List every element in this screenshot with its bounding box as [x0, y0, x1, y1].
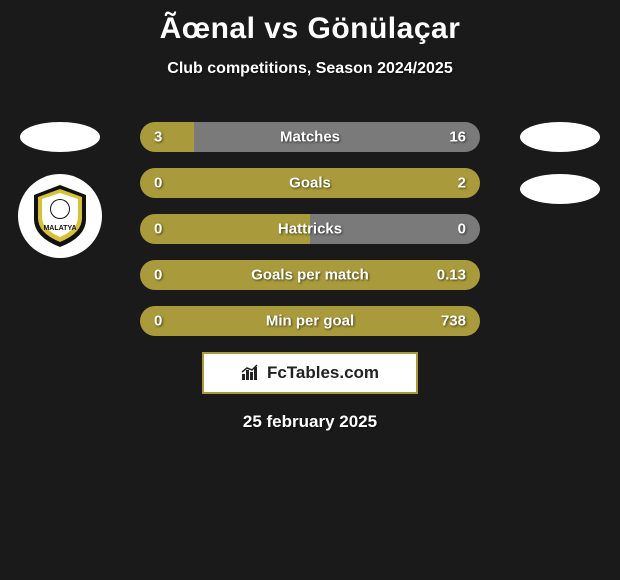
- subtitle: Club competitions, Season 2024/2025: [0, 60, 620, 78]
- stat-right-value: 0.13: [437, 267, 466, 284]
- page-title: Ãœnal vs Gönülaçar: [0, 0, 620, 46]
- stat-label: Matches: [280, 129, 340, 146]
- stat-bar-left: [140, 122, 194, 152]
- club-avatar-placeholder-icon: [520, 174, 600, 204]
- stat-left-value: 0: [154, 221, 162, 238]
- stat-row-goals-per-match: 0 Goals per match 0.13: [140, 260, 480, 290]
- stat-right-value: 0: [458, 221, 466, 238]
- stats-panel: 3 Matches 16 0 Goals 2 0 Hattricks 0 0 G…: [140, 122, 480, 432]
- infographic-container: Ãœnal vs Gönülaçar Club competitions, Se…: [0, 0, 620, 580]
- player-avatar-placeholder-icon: [20, 122, 100, 152]
- bar-chart-icon: [241, 364, 263, 382]
- svg-text:MALATYA: MALATYA: [43, 225, 76, 232]
- player-avatar-placeholder-icon: [520, 122, 600, 152]
- club-logo-left: MALATYA: [18, 174, 102, 258]
- stat-label: Goals per match: [251, 267, 369, 284]
- right-player-column: [520, 122, 600, 204]
- stat-label: Hattricks: [278, 221, 342, 238]
- stat-right-value: 2: [458, 175, 466, 192]
- stat-label: Goals: [289, 175, 331, 192]
- stat-right-value: 16: [449, 129, 466, 146]
- club-crest-icon: MALATYA: [30, 183, 90, 249]
- stat-row-hattricks: 0 Hattricks 0: [140, 214, 480, 244]
- stat-row-matches: 3 Matches 16: [140, 122, 480, 152]
- stat-left-value: 0: [154, 175, 162, 192]
- stat-row-min-per-goal: 0 Min per goal 738: [140, 306, 480, 336]
- stat-label: Min per goal: [266, 313, 354, 330]
- stat-left-value: 0: [154, 313, 162, 330]
- stat-right-value: 738: [441, 313, 466, 330]
- stat-row-goals: 0 Goals 2: [140, 168, 480, 198]
- left-player-column: MALATYA: [20, 122, 100, 258]
- brand-box: FcTables.com: [202, 352, 418, 394]
- date-text: 25 february 2025: [140, 412, 480, 432]
- stat-left-value: 0: [154, 267, 162, 284]
- stat-left-value: 3: [154, 129, 162, 146]
- brand-text: FcTables.com: [267, 363, 379, 383]
